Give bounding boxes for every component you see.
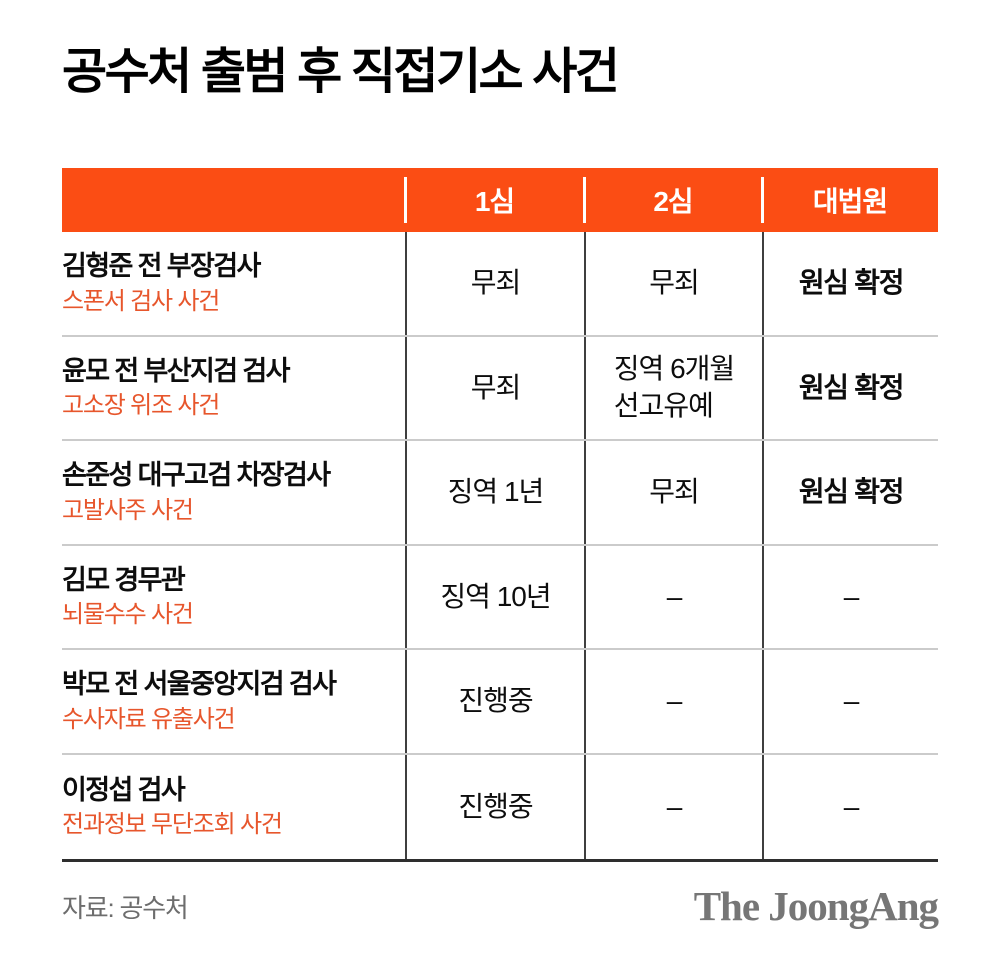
verdict-supreme-court: – (762, 650, 938, 753)
case-label: 고소장 위조 사건 (62, 392, 220, 420)
table-row: 김모 경무관 뇌물수수 사건 징역 10년 – – (62, 545, 938, 650)
defendant-name: 윤모 전 부산지검 검사 (62, 355, 290, 386)
joongang-logo: The JoongAng (693, 883, 939, 929)
defendant-cell: 박모 전 서울중앙지검 검사 수사자료 유출사건 (62, 650, 405, 753)
verdict-supreme-court: – (762, 754, 938, 859)
verdict-first-trial: 진행중 (405, 754, 584, 859)
defendant-name: 김모 경무관 (62, 564, 186, 595)
verdict-second-trial: – (584, 754, 762, 859)
defendant-cell: 윤모 전 부산지검 검사 고소장 위조 사건 (62, 337, 405, 440)
defendant-name: 손준성 대구고검 차장검사 (62, 460, 331, 491)
table-header-cell-first-trial: 1심 (403, 168, 584, 232)
verdict-second-trial: – (584, 650, 762, 753)
table-row: 손준성 대구고검 차장검사 고발사주 사건 징역 1년 무죄 원심 확정 (62, 441, 938, 546)
case-label: 고발사주 사건 (62, 496, 194, 524)
defendant-name: 이정섭 검사 (62, 774, 186, 805)
data-source-credit: 자료: 공수처 (62, 892, 189, 923)
case-table: 1심 2심 대법원 김형준 전 부장검사 스폰서 검사 사건 무죄 무죄 원심 … (62, 168, 938, 862)
defendant-cell: 김모 경무관 뇌물수수 사건 (62, 546, 405, 649)
table-header-cell-second-trial: 2심 (582, 168, 762, 232)
verdict-second-trial: – (584, 545, 762, 648)
table-row: 박모 전 서울중앙지검 검사 수사자료 유출사건 진행중 – – (62, 650, 938, 755)
table-header-row: 1심 2심 대법원 (62, 168, 938, 232)
case-label: 전과정보 무단조회 사건 (62, 811, 283, 839)
defendant-cell: 이정섭 검사 전과정보 무단조회 사건 (62, 755, 405, 860)
case-label: 뇌물수수 사건 (62, 601, 194, 629)
verdict-first-trial: 무죄 (405, 232, 584, 335)
verdict-second-trial: 무죄 (584, 441, 762, 544)
table-row: 윤모 전 부산지검 검사 고소장 위조 사건 무죄 징역 6개월 선고유예 원심… (62, 336, 938, 441)
verdict-supreme-court: 원심 확정 (762, 336, 938, 439)
verdict-supreme-court: – (762, 545, 938, 648)
table-row: 이정섭 검사 전과정보 무단조회 사건 진행중 – – (62, 754, 938, 860)
verdict-supreme-court: 원심 확정 (762, 441, 938, 544)
defendant-cell: 손준성 대구고검 차장검사 고발사주 사건 (62, 441, 405, 544)
verdict-second-trial: 징역 6개월 선고유예 (584, 336, 762, 439)
verdict-first-trial: 진행중 (405, 650, 584, 753)
verdict-first-trial: 징역 1년 (405, 441, 584, 544)
defendant-name: 박모 전 서울중앙지검 검사 (62, 669, 337, 700)
footer: 자료: 공수처 The JoongAng (62, 880, 939, 932)
verdict-second-trial: 무죄 (584, 232, 762, 335)
page-title: 공수처 출범 후 직접기소 사건 (62, 45, 620, 99)
verdict-supreme-court: 원심 확정 (762, 232, 938, 335)
case-label: 수사자료 유출사건 (62, 705, 236, 733)
verdict-first-trial: 무죄 (405, 336, 584, 439)
defendant-name: 김형준 전 부장검사 (62, 251, 261, 282)
defendant-cell: 김형준 전 부장검사 스폰서 검사 사건 (62, 232, 405, 335)
table-header-cell-empty (62, 168, 405, 232)
verdict-first-trial: 징역 10년 (405, 545, 584, 648)
table-row: 김형준 전 부장검사 스폰서 검사 사건 무죄 무죄 원심 확정 (62, 232, 938, 337)
table-header-cell-supreme-court: 대법원 (760, 168, 938, 232)
case-label: 스폰서 검사 사건 (62, 287, 220, 315)
